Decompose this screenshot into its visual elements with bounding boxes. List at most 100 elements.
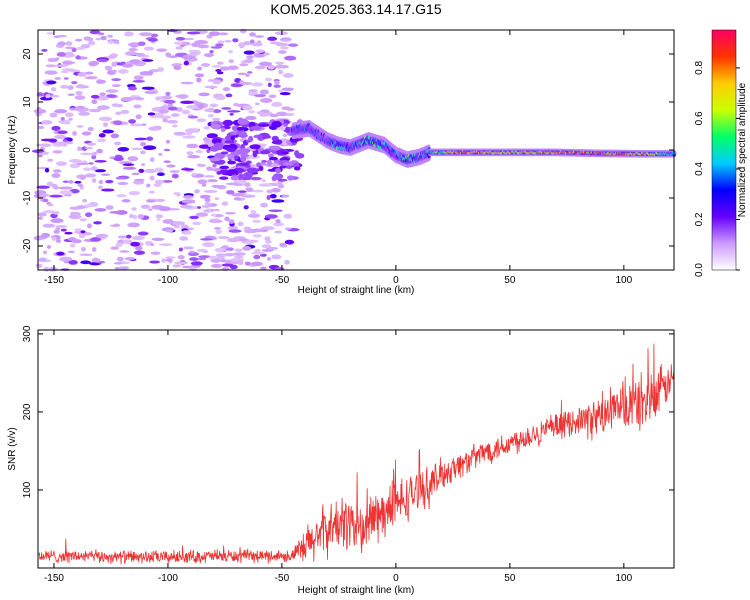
heat-cell [186, 31, 201, 35]
heat-cell [165, 91, 171, 97]
heat-cell [88, 202, 99, 207]
heat-cell [201, 204, 211, 208]
heat-cell [225, 93, 233, 98]
heat-cell [76, 84, 86, 89]
heat-cell [112, 120, 123, 126]
heat-cell [168, 106, 178, 111]
y-tick-label: -20 [22, 238, 33, 253]
heat-cell [161, 180, 173, 183]
heat-cell [181, 109, 191, 115]
heat-cell [210, 46, 223, 49]
heat-cell [280, 46, 289, 50]
heat-cell [226, 237, 240, 243]
spectrogram-cells [31, 28, 677, 272]
heat-cell [258, 61, 273, 67]
heat-cell [54, 109, 68, 114]
heat-cell [68, 180, 74, 184]
heat-cell [159, 106, 167, 110]
heat-cell [248, 89, 258, 92]
heat-cell [182, 135, 196, 139]
heat-cell [212, 117, 221, 122]
heat-cell [171, 113, 180, 117]
heat-cell [285, 165, 293, 169]
heat-cell [279, 91, 291, 96]
heat-cell [164, 256, 176, 259]
heat-cell [292, 162, 300, 168]
heat-cell [141, 163, 146, 166]
heat-cell [257, 123, 270, 127]
heat-cell [224, 140, 235, 144]
heat-cell [91, 166, 98, 171]
heat-cell [49, 112, 58, 118]
heat-cell [281, 151, 289, 155]
heat-cell [90, 94, 100, 99]
heat-cell [268, 94, 277, 99]
heat-cell [163, 160, 171, 164]
heat-cell [111, 103, 121, 107]
heat-cell [202, 137, 211, 142]
heat-cell [93, 221, 102, 225]
heat-cell [49, 194, 63, 198]
heat-cell [111, 69, 117, 74]
heat-cell [231, 84, 244, 87]
heat-cell [76, 162, 90, 166]
y-tick-label: 10 [22, 96, 33, 108]
heat-cell [281, 194, 290, 198]
heat-cell [197, 44, 210, 49]
heat-cell [227, 110, 241, 113]
heat-cell [115, 111, 122, 116]
heat-cell [267, 82, 272, 87]
heat-cell [140, 204, 151, 209]
heat-cell [85, 71, 94, 75]
heat-cell [131, 147, 144, 151]
heat-cell [147, 112, 156, 116]
heat-cell [261, 244, 272, 249]
heat-cell [197, 66, 203, 71]
x-tick-label: 50 [504, 573, 516, 584]
heat-cell [230, 135, 236, 141]
heat-cell [283, 162, 291, 166]
heat-cell [38, 154, 43, 158]
heat-cell [204, 201, 211, 206]
colorbar-tick-label: 0.2 [694, 212, 705, 226]
heat-cell [249, 125, 262, 131]
heat-cell [187, 115, 199, 119]
heat-cell [212, 79, 222, 85]
heat-cell [105, 179, 114, 184]
heat-cell [227, 225, 239, 231]
colorbar-gradient [711, 29, 737, 271]
heat-cell [231, 193, 244, 197]
heat-cell [67, 85, 74, 90]
heat-cell [84, 173, 97, 178]
heat-cell [130, 45, 138, 48]
heat-cell [53, 229, 60, 234]
heat-cell [188, 49, 201, 53]
heat-cell [42, 250, 48, 255]
heat-cell [174, 41, 183, 45]
heat-cell [158, 206, 171, 212]
heat-cell [51, 173, 61, 178]
heat-cell [135, 114, 142, 120]
heat-cell [275, 219, 281, 224]
heat-cell [76, 105, 85, 110]
heat-cell [65, 41, 73, 46]
heat-cell [255, 49, 265, 54]
heat-cell [182, 195, 194, 199]
heat-cell [167, 103, 173, 108]
heat-cell [128, 190, 141, 196]
heat-cell [165, 258, 173, 262]
heat-cell [172, 221, 186, 226]
heat-cell [128, 119, 137, 124]
heat-cell [75, 38, 83, 42]
heat-cell [260, 202, 268, 208]
heat-cell [156, 48, 167, 52]
heat-cell [113, 156, 124, 161]
heat-cell [42, 198, 49, 203]
heat-cell [241, 194, 256, 198]
heat-cell [135, 52, 146, 57]
y-tick-label: -10 [22, 190, 33, 205]
heat-cell [230, 261, 239, 265]
heat-cell [133, 75, 144, 81]
heat-cell [98, 116, 113, 122]
